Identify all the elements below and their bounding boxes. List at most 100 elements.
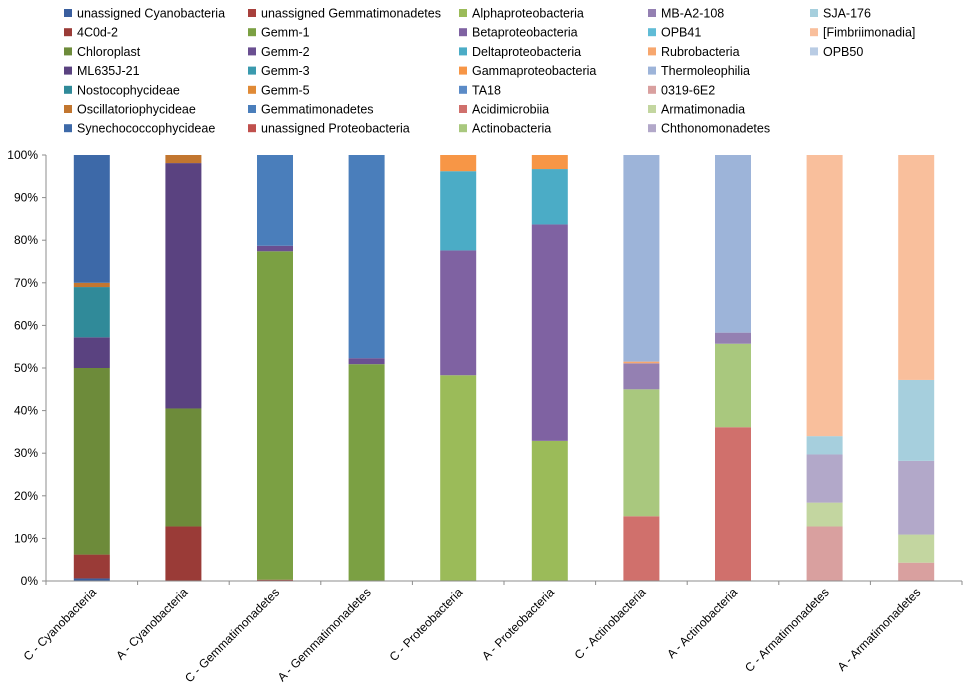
bar-stack-c-actinobacteria	[623, 155, 660, 581]
bar-segment-ml635j-21	[73, 337, 110, 368]
legend-swatch	[648, 28, 656, 37]
legend-swatch	[64, 28, 72, 37]
bar-stack-c-armatimonadetes	[806, 155, 843, 581]
x-tick-label: C - Gemmatimonadetes	[182, 585, 282, 685]
legend-label: unassigned Cyanobacteria	[77, 7, 225, 21]
legend-entry-4c0d-2: 4C0d-2	[64, 26, 118, 40]
legend-label: Gemm-2	[261, 45, 310, 59]
legend-swatch	[248, 47, 256, 56]
legend-label: Rubrobacteria	[661, 45, 740, 59]
legend-swatch	[810, 9, 818, 17]
legend-entry-oscillatoriophycideae: Oscillatoriophycideae	[64, 103, 196, 117]
bar-segment-nostocophycideae	[73, 287, 110, 338]
y-tick-label: 90%	[14, 191, 38, 205]
plot-area	[73, 155, 935, 581]
legend-label: Thermoleophilia	[661, 64, 750, 78]
y-tick-label: 30%	[14, 446, 38, 460]
bar-segment-thermoleophilia	[623, 155, 660, 362]
legend-entry-opb41: OPB41	[648, 26, 701, 40]
x-tick-label: A - Cyanobacteria	[113, 585, 191, 663]
legend-entry-betaproteobacteria: Betaproteobacteria	[459, 26, 578, 40]
legend-swatch	[248, 124, 256, 133]
legend-entry-rubrobacteria: Rubrobacteria	[648, 45, 740, 59]
bar-segment-4c0d-2	[73, 554, 110, 579]
bar-segment-alphaproteobacteria	[440, 375, 477, 581]
bar-segment-betaproteobacteria	[440, 250, 477, 376]
legend-entry-gemm-1: Gemm-1	[248, 26, 310, 40]
bar-segment-ml635j-21	[165, 163, 202, 409]
bar-segment-sja-176	[898, 379, 935, 461]
bar-stack-c-proteobacteria	[440, 155, 477, 581]
legend-label: Gemm-3	[261, 64, 310, 78]
bar-stack-c-cyanobacteria	[73, 155, 110, 581]
x-tick-label: C - Cyanobacteria	[21, 585, 100, 664]
legend-label: [Fimbriimonadia]	[823, 26, 915, 40]
legend-label: Nostocophycideae	[77, 83, 180, 97]
legend-swatch	[459, 9, 467, 17]
bar-segment-sja-176	[806, 436, 843, 455]
legend-entry-gemmatimonadetes: Gemmatimonadetes	[248, 103, 374, 117]
bar-segment-thermoleophilia	[715, 155, 751, 333]
legend-label: OPB50	[823, 45, 863, 59]
x-tick-label: C - Actinobacteria	[572, 585, 649, 662]
bar-segment-rubrobacteria	[623, 361, 660, 364]
legend-label: OPB41	[661, 26, 701, 40]
legend-swatch	[248, 85, 256, 94]
legend-label: MB-A2-108	[661, 7, 724, 21]
legend-swatch	[810, 28, 818, 37]
legend-entry-synechococcophycideae: Synechococcophycideae	[64, 122, 215, 136]
legend-swatch	[248, 9, 256, 17]
bar-segment-actinobacteria	[715, 343, 751, 428]
legend-swatch	[64, 124, 72, 133]
y-tick-label: 80%	[14, 233, 38, 247]
bar-segment-chthonomonadetes	[806, 454, 843, 503]
y-tick-label: 60%	[14, 318, 38, 332]
bar-segment-gemm-2	[348, 358, 385, 365]
legend-entry-alphaproteobacteria: Alphaproteobacteria	[459, 7, 584, 21]
bar-segment-0319-6e2	[806, 526, 843, 581]
chart-legend: unassigned Cyanobacteria 4C0d-2 Chloroplas…	[64, 7, 915, 136]
legend-label: Betaproteobacteria	[472, 26, 578, 40]
legend-swatch	[459, 85, 467, 94]
legend-label: 4C0d-2	[77, 26, 118, 40]
y-tick-label: 0%	[21, 574, 39, 588]
bar-segment-mb-a2-108	[623, 363, 660, 390]
x-tick-label: C - Proteobacteria	[387, 585, 466, 664]
legend-swatch	[648, 47, 656, 56]
legend-swatch	[64, 9, 72, 17]
legend-entry-acidimicrobiia: Acidimicrobiia	[459, 103, 549, 117]
legend-swatch	[648, 124, 656, 133]
legend-label: Gemm-1	[261, 26, 310, 40]
y-tick-label: 70%	[14, 276, 38, 290]
legend-entry-chloroplast: Chloroplast	[64, 45, 141, 59]
legend-entry-gemm-2: Gemm-2	[248, 45, 310, 59]
bar-segment-gemm-1	[257, 251, 293, 580]
x-tick-label: A - Gemmatimonadetes	[275, 585, 374, 684]
legend-swatch	[64, 47, 72, 56]
legend-entry-0319-6e2: 0319-6E2	[648, 83, 715, 97]
legend-swatch	[648, 105, 656, 113]
legend-entry-fimbriimonadia: [Fimbriimonadia]	[810, 26, 915, 40]
bar-segment-chthonomonadetes	[898, 460, 935, 535]
y-tick-label: 20%	[14, 489, 38, 503]
legend-entry-armatimonadia: Armatimonadia	[648, 103, 745, 117]
bar-segment-acidimicrobiia	[715, 427, 751, 581]
legend-label: unassigned Proteobacteria	[261, 122, 410, 136]
legend-label: SJA-176	[823, 7, 871, 21]
bar-segment-armatimonadia	[806, 502, 843, 527]
bar-segment-unassigned-gemmatimonadetes	[257, 579, 293, 581]
legend-entry-ml635j-21: ML635J-21	[64, 64, 140, 78]
legend-entry-unassigned-proteobacteria: unassigned Proteobacteria	[248, 122, 410, 136]
bar-segment-4c0d-2	[165, 526, 202, 581]
legend-swatch	[64, 85, 72, 94]
legend-swatch	[459, 28, 467, 37]
bar-stack-a-armatimonadetes	[898, 155, 935, 581]
bar-stack-a-cyanobacteria	[165, 155, 202, 581]
legend-label: Deltaproteobacteria	[472, 45, 581, 59]
bar-segment-fimbriimonadia	[898, 155, 935, 380]
x-tick-label: A - Armatimonadetes	[835, 585, 924, 674]
legend-swatch	[459, 47, 467, 56]
bar-segment-armatimonadia	[898, 534, 935, 563]
legend-label: Gemmatimonadetes	[261, 103, 374, 117]
